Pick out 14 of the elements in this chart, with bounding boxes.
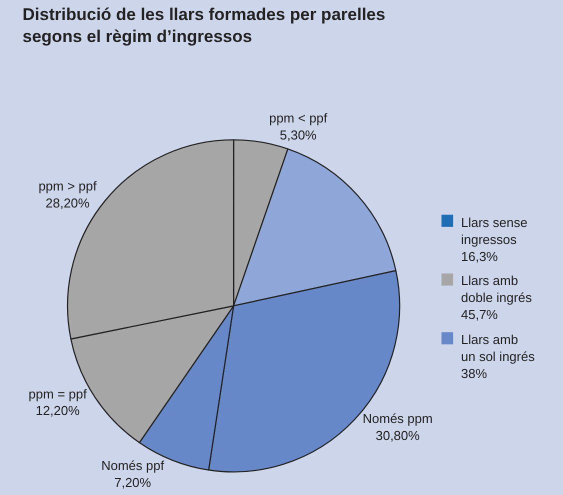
data-label: 30,80% — [376, 428, 420, 443]
data-label: 28,20% — [45, 195, 90, 210]
slice-label: Només ppf — [101, 458, 164, 474]
data-label: 5,30% — [280, 128, 318, 143]
data-label: 7,20% — [114, 474, 152, 490]
slice-label: ppm = ppf — [28, 386, 88, 402]
chart-title: Distribució de les llars formades per parelles segons el règim d’ingressos — [22, 4, 386, 46]
slice-label: ppm > ppf — [38, 178, 98, 194]
slice-label: ppm < ppf — [269, 110, 328, 126]
text: Llars amb doble ingrés 45,7% — [461, 273, 532, 322]
data-label: 12,20% — [36, 403, 80, 418]
slice-label: Només ppm — [362, 411, 433, 426]
text: Llars amb un sol ingrés 38% — [461, 332, 536, 381]
text: Llars sense ingressos 16,3% — [461, 215, 528, 264]
